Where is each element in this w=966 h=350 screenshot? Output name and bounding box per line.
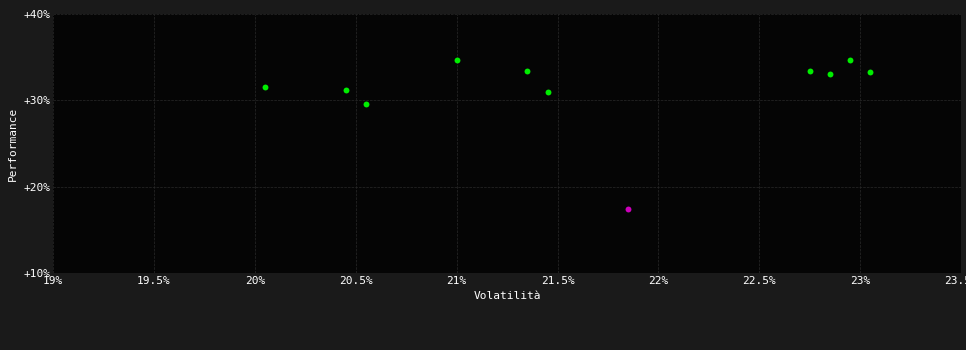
Point [620,206,636,212]
Point [540,89,555,95]
Point [822,72,838,77]
Point [863,69,878,75]
Point [802,68,817,74]
Point [358,101,374,107]
Point [842,57,858,63]
X-axis label: Volatilità: Volatilità [473,291,541,301]
Point [520,68,535,74]
Point [449,57,465,63]
Point [338,87,354,93]
Y-axis label: Performance: Performance [8,106,17,181]
Point [257,84,272,89]
